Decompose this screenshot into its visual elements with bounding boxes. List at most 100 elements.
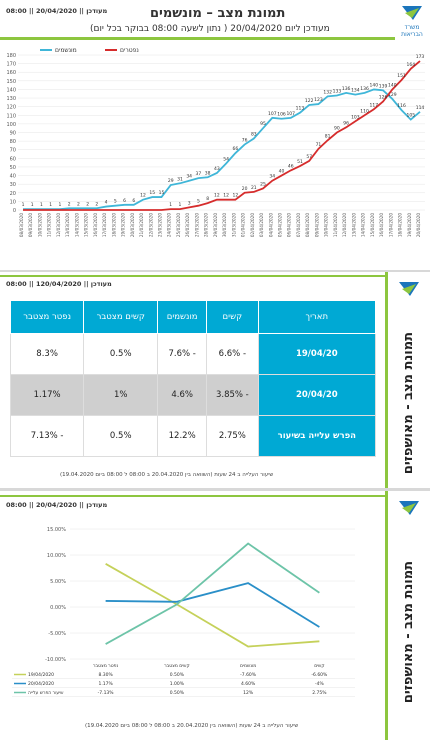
x-tick-label: 08/04/2020 — [305, 213, 310, 237]
ventilated-panel: מעודכן || 20/04/2020 || 08:00 תמונת מצב … — [0, 0, 430, 270]
data-label: 90 — [334, 126, 340, 132]
data-label: 2 — [77, 201, 80, 207]
data-label: 96 — [343, 120, 349, 126]
x-tick-label: 02/04/2020 — [250, 213, 255, 237]
data-label: 34 — [186, 174, 192, 180]
x-tick-label: 14/03/2020 — [74, 213, 79, 237]
data-label: 1 — [40, 202, 43, 208]
data-label: 140 — [388, 82, 397, 88]
rates-table: תאריך קשים מונשמים קשים מצטבר נפטר מצטבר… — [9, 300, 377, 457]
data-label: 40 — [279, 169, 285, 175]
footnote: שיעור העלייה ב 24 שעות (השוואה בין 20.04… — [60, 472, 274, 478]
data-label: 46 — [288, 163, 294, 169]
category-label: מונשמים — [240, 664, 256, 669]
series-line-1 — [105, 582, 320, 628]
data-label: 1 — [31, 202, 34, 208]
y-tick-label: 20 — [10, 191, 16, 197]
cell: 1% — [83, 374, 159, 416]
cell: 4.6% — [157, 374, 208, 416]
date-stamp: מעודכן || 20/04/2020 || 08:00 — [6, 7, 108, 15]
page-subtitle: מעודכן ליום 20/04/2020 ( נתון לשעה 08:00… — [90, 24, 330, 34]
data-label: 83 — [251, 132, 257, 138]
x-tick-label: 14/04/2020 — [361, 213, 366, 237]
x-tick-label: 10/03/2020 — [37, 213, 42, 237]
x-tick-label: 13/03/2020 — [65, 213, 70, 237]
data-label: 110 — [360, 108, 369, 114]
cell: 0.5% — [83, 333, 159, 375]
table-row: 19/04/20 - 6.6% - 7.6% 0.5% 8.3% — [9, 333, 377, 375]
y-tick-label: 180 — [6, 53, 16, 59]
y-tick-label: 0.00% — [50, 605, 66, 611]
ministry-logo: משרד הבריאות — [398, 4, 426, 38]
green-divider — [0, 37, 395, 40]
data-label: 12 — [140, 193, 146, 199]
col-header: קשים — [206, 300, 259, 334]
y-tick-label: 150 — [6, 79, 16, 85]
table-value: -4% — [315, 681, 324, 687]
data-label: 136 — [342, 86, 351, 92]
y-tick-label: 110 — [6, 113, 16, 119]
cell: - 7.13% — [9, 415, 85, 457]
data-label: 105 — [406, 113, 415, 119]
data-label: 29 — [168, 178, 174, 184]
logo-text: משרד הבריאות — [401, 24, 423, 38]
data-label: 164 — [406, 62, 415, 68]
green-vertical — [385, 272, 388, 488]
data-label: 51 — [297, 159, 303, 165]
data-label: 1 — [169, 202, 172, 208]
data-label: 139 — [379, 83, 388, 89]
category-label: קשים מצטבר — [164, 664, 190, 669]
cell: - 7.6% — [157, 333, 208, 375]
logo-icon — [399, 282, 419, 296]
x-tick-label: 07/04/2020 — [296, 213, 301, 237]
table-value: -6.60% — [311, 672, 328, 678]
legend-label: 20/04/2020 — [28, 681, 54, 687]
y-tick-label: 5.00% — [50, 579, 66, 585]
data-label: 15 — [159, 190, 165, 196]
data-label: 12 — [223, 193, 229, 199]
data-label: 107 — [286, 111, 295, 117]
y-tick-label: -10.00% — [45, 657, 66, 663]
col-header: תאריך — [257, 300, 377, 334]
row-date: 20/04/20 — [257, 374, 377, 416]
data-label: 1 — [58, 202, 61, 208]
x-tick-label: 06/04/2020 — [287, 213, 292, 237]
data-label: 107 — [268, 111, 277, 117]
col-header: קשים מצטבר — [83, 300, 159, 334]
y-tick-label: 160 — [6, 70, 16, 76]
data-label: 95 — [260, 121, 266, 127]
data-label: 57 — [306, 154, 312, 160]
green-vertical — [385, 491, 388, 740]
data-label: 1 — [22, 202, 25, 208]
date-stamp: מעודכן || 120/04/2020 || 08:00 — [6, 280, 112, 288]
data-label: 5 — [197, 199, 200, 205]
hospitalized-table-panel: מעודכן || 120/04/2020 || 08:00 תמונת מצב… — [0, 272, 430, 488]
legend-label: נפטרים — [120, 47, 139, 54]
cell: 1.17% — [9, 374, 85, 416]
table-value: 0.50% — [170, 690, 185, 696]
x-tick-label: 18/04/2020 — [398, 213, 403, 237]
x-tick-label: 21/03/2020 — [139, 213, 144, 237]
table-value: 4.60% — [241, 681, 256, 687]
y-tick-label: 30 — [10, 182, 16, 188]
data-label: 126 — [379, 95, 388, 101]
y-tick-label: 170 — [6, 62, 16, 68]
x-tick-label: 03/04/2020 — [259, 213, 264, 237]
y-tick-label: 10 — [10, 199, 16, 205]
data-label: 123 — [314, 97, 323, 103]
x-tick-label: 11/04/2020 — [333, 213, 338, 237]
y-tick-label: 120 — [6, 105, 16, 111]
x-tick-label: 29/03/2020 — [213, 213, 218, 237]
y-tick-label: 90 — [10, 131, 16, 137]
data-label: 66 — [232, 146, 238, 152]
data-label: 81 — [325, 133, 331, 139]
ministry-logo — [394, 499, 424, 519]
data-label: 151 — [397, 73, 406, 79]
date-stamp: מעודכן || 20/04/2020 || 08:00 — [6, 501, 108, 509]
ventilated-chart: 0102030405060708090100110120130140150160… — [6, 47, 425, 237]
data-label: 122 — [305, 98, 314, 104]
hospitalized-chart-panel: מעודכן || 20/04/2020 || 08:00 תמונת מצב … — [0, 491, 430, 740]
data-label: 133 — [333, 88, 342, 94]
data-label: 140 — [370, 82, 379, 88]
table-value: 0.50% — [170, 672, 185, 678]
